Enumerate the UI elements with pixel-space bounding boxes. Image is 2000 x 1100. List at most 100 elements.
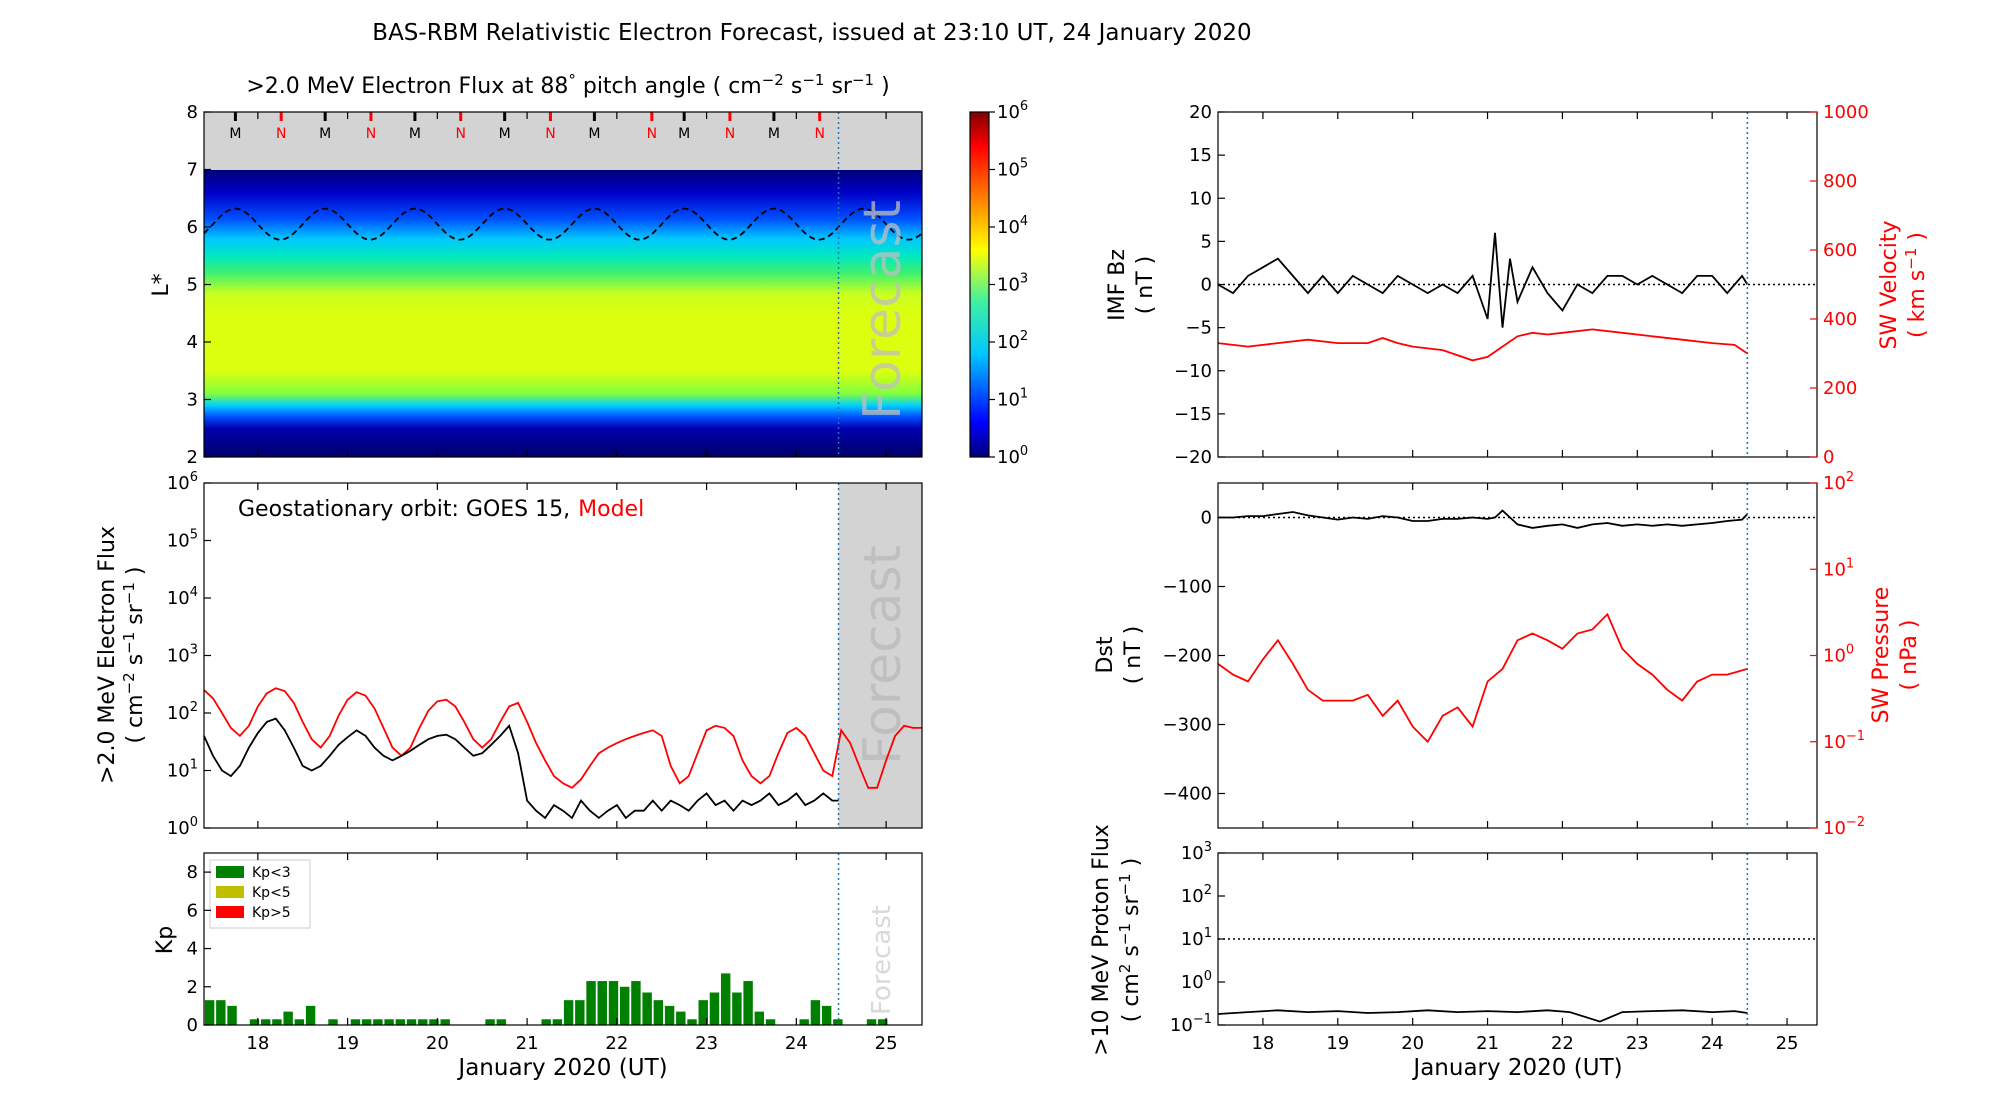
- dst-line: [1218, 509, 1749, 529]
- psw-y-ticks: 10−2 10−1 100 101 102: [1810, 470, 1865, 839]
- colorbar-tick-label: 104: [997, 214, 1028, 238]
- kp-xlabel: January 2020 (UT): [456, 1055, 667, 1081]
- imf-x-ticks: [1262, 112, 1788, 457]
- kp-bar: [619, 986, 630, 1025]
- kp-bar: [833, 1019, 843, 1025]
- kp-bars: [204, 973, 888, 1025]
- kp-bar: [283, 1011, 293, 1025]
- imf-panel: −20 −15 −10 −5 0 5 10 15 20 0 200 400 600 800 1000 IM…: [1105, 102, 1930, 468]
- kp-bar: [754, 1011, 765, 1025]
- heatmap-x-ticks: [257, 112, 887, 457]
- x-tick-label: 25: [875, 1033, 898, 1054]
- y-tick-label: 102: [1181, 883, 1212, 907]
- kp-bar: [653, 1000, 664, 1025]
- geo-x-ticks: [257, 483, 887, 828]
- kp-bar: [810, 1000, 821, 1025]
- y-tick-label: 10−1: [1823, 729, 1865, 753]
- heatmap-forecast-watermark: Forecast: [853, 200, 913, 420]
- geo-ylabel-line2: ( cm−2 s−1 sr−1 ): [120, 566, 148, 743]
- kp-bar: [440, 1019, 450, 1025]
- dst-frame: [1217, 482, 1818, 829]
- y-tick-label: −300: [1163, 715, 1212, 736]
- kp-bar: [586, 981, 596, 1025]
- y-tick-label: 600: [1823, 240, 1857, 261]
- y-tick-label: 20: [1189, 102, 1212, 123]
- imf-ylabel-line1: IMF Bz: [1105, 249, 1130, 321]
- kp-bar: [227, 1005, 237, 1025]
- flux-heatmap-panel: >2.0 MeV Electron Flux at 88° pitch angl…: [149, 71, 923, 468]
- kp-bar: [608, 981, 619, 1025]
- mn-marker-label: N: [647, 126, 657, 142]
- kp-bar: [361, 1019, 372, 1025]
- kp-ylabel: Kp: [153, 926, 178, 954]
- kp-bar: [720, 973, 731, 1025]
- x-tick-label: 24: [1701, 1033, 1724, 1054]
- kp-bar: [384, 1019, 394, 1025]
- kp-bar: [552, 1019, 563, 1025]
- y-tick-label: 200: [1823, 378, 1857, 399]
- geo-frame: [203, 482, 923, 829]
- vsw-ylabel-line1: SW Velocity: [1877, 220, 1902, 349]
- y-tick-label: 105: [167, 528, 198, 552]
- y-tick-label: 15: [1189, 145, 1212, 166]
- kp-bar: [631, 981, 641, 1025]
- heatmap-y-ticks: 2 3 4 5 6 7 8: [187, 102, 211, 468]
- kp-bar: [496, 1019, 507, 1025]
- mn-marker-label: N: [545, 126, 555, 142]
- kp-forecast-watermark: Forecast: [867, 905, 897, 1015]
- kp-bar: [395, 1019, 406, 1025]
- y-tick-label: −15: [1174, 404, 1212, 425]
- kp-bar: [563, 1000, 574, 1025]
- y-tick-label: 0: [187, 1015, 198, 1036]
- kp-bar: [743, 981, 753, 1025]
- kp-bar: [664, 1005, 675, 1025]
- y-tick-label: 5: [187, 275, 198, 296]
- kp-bar: [575, 1000, 585, 1025]
- x-tick-label: 23: [695, 1033, 718, 1054]
- imf-frame: [1217, 111, 1818, 458]
- y-tick-label: 103: [1181, 840, 1212, 864]
- mn-marker-label: N: [276, 126, 286, 142]
- sw-velocity-line: [1217, 328, 1748, 362]
- mn-marker-label: M: [588, 126, 600, 142]
- y-tick-label: 101: [1181, 926, 1212, 950]
- x-tick-label: 25: [1776, 1033, 1799, 1054]
- psw-ylabel-line1: SW Pressure: [1869, 587, 1894, 724]
- geo-forecast-shade: [838, 483, 922, 828]
- y-tick-label: 1000: [1823, 102, 1869, 123]
- geo-legend: Geostationary orbit: GOES 15, Model: [238, 497, 644, 522]
- y-tick-label: 6: [187, 900, 198, 921]
- model-flux-line: [203, 687, 922, 789]
- y-tick-label: 2: [187, 447, 198, 468]
- mn-marker-label: M: [229, 126, 241, 142]
- mn-marker-label: N: [725, 126, 735, 142]
- y-tick-label: 101: [1823, 556, 1854, 580]
- y-tick-label: 8: [187, 862, 198, 883]
- sw-pressure-line: [1217, 612, 1748, 744]
- y-tick-label: −200: [1163, 646, 1212, 667]
- dst-ylabel-line2: ( nT ): [1121, 626, 1146, 685]
- proton-frame: [1217, 852, 1818, 1026]
- proton-ylabel-line1: >10 MeV Proton Flux: [1089, 824, 1114, 1056]
- x-tick-label: 22: [1551, 1033, 1574, 1054]
- heatmap-title: >2.0 MeV Electron Flux at 88° pitch angl…: [246, 71, 889, 99]
- kp-bar: [429, 1019, 439, 1025]
- kp-bar: [597, 981, 607, 1025]
- y-tick-label: 5: [1201, 231, 1212, 252]
- kp-legend-swatch-low: [216, 866, 244, 878]
- x-tick-label: 20: [1401, 1033, 1424, 1054]
- mn-marker-label: N: [366, 126, 376, 142]
- y-tick-label: 2: [187, 977, 198, 998]
- mn-marker-label: M: [768, 126, 780, 142]
- kp-y-ticks: 0 2 4 6 8: [187, 862, 211, 1036]
- y-tick-label: −5: [1185, 318, 1212, 339]
- mn-marker-label: M: [678, 126, 690, 142]
- kp-bar: [418, 1019, 428, 1025]
- kp-bar: [732, 992, 742, 1025]
- kp-bar: [866, 1019, 877, 1025]
- proton-xlabel: January 2020 (UT): [1411, 1055, 1622, 1081]
- y-tick-label: 103: [167, 643, 198, 667]
- colorbar: 100 101 102 103 104 105 106: [969, 99, 1028, 468]
- vsw-y-ticks: 0 200 400 600 800 1000: [1810, 102, 1869, 468]
